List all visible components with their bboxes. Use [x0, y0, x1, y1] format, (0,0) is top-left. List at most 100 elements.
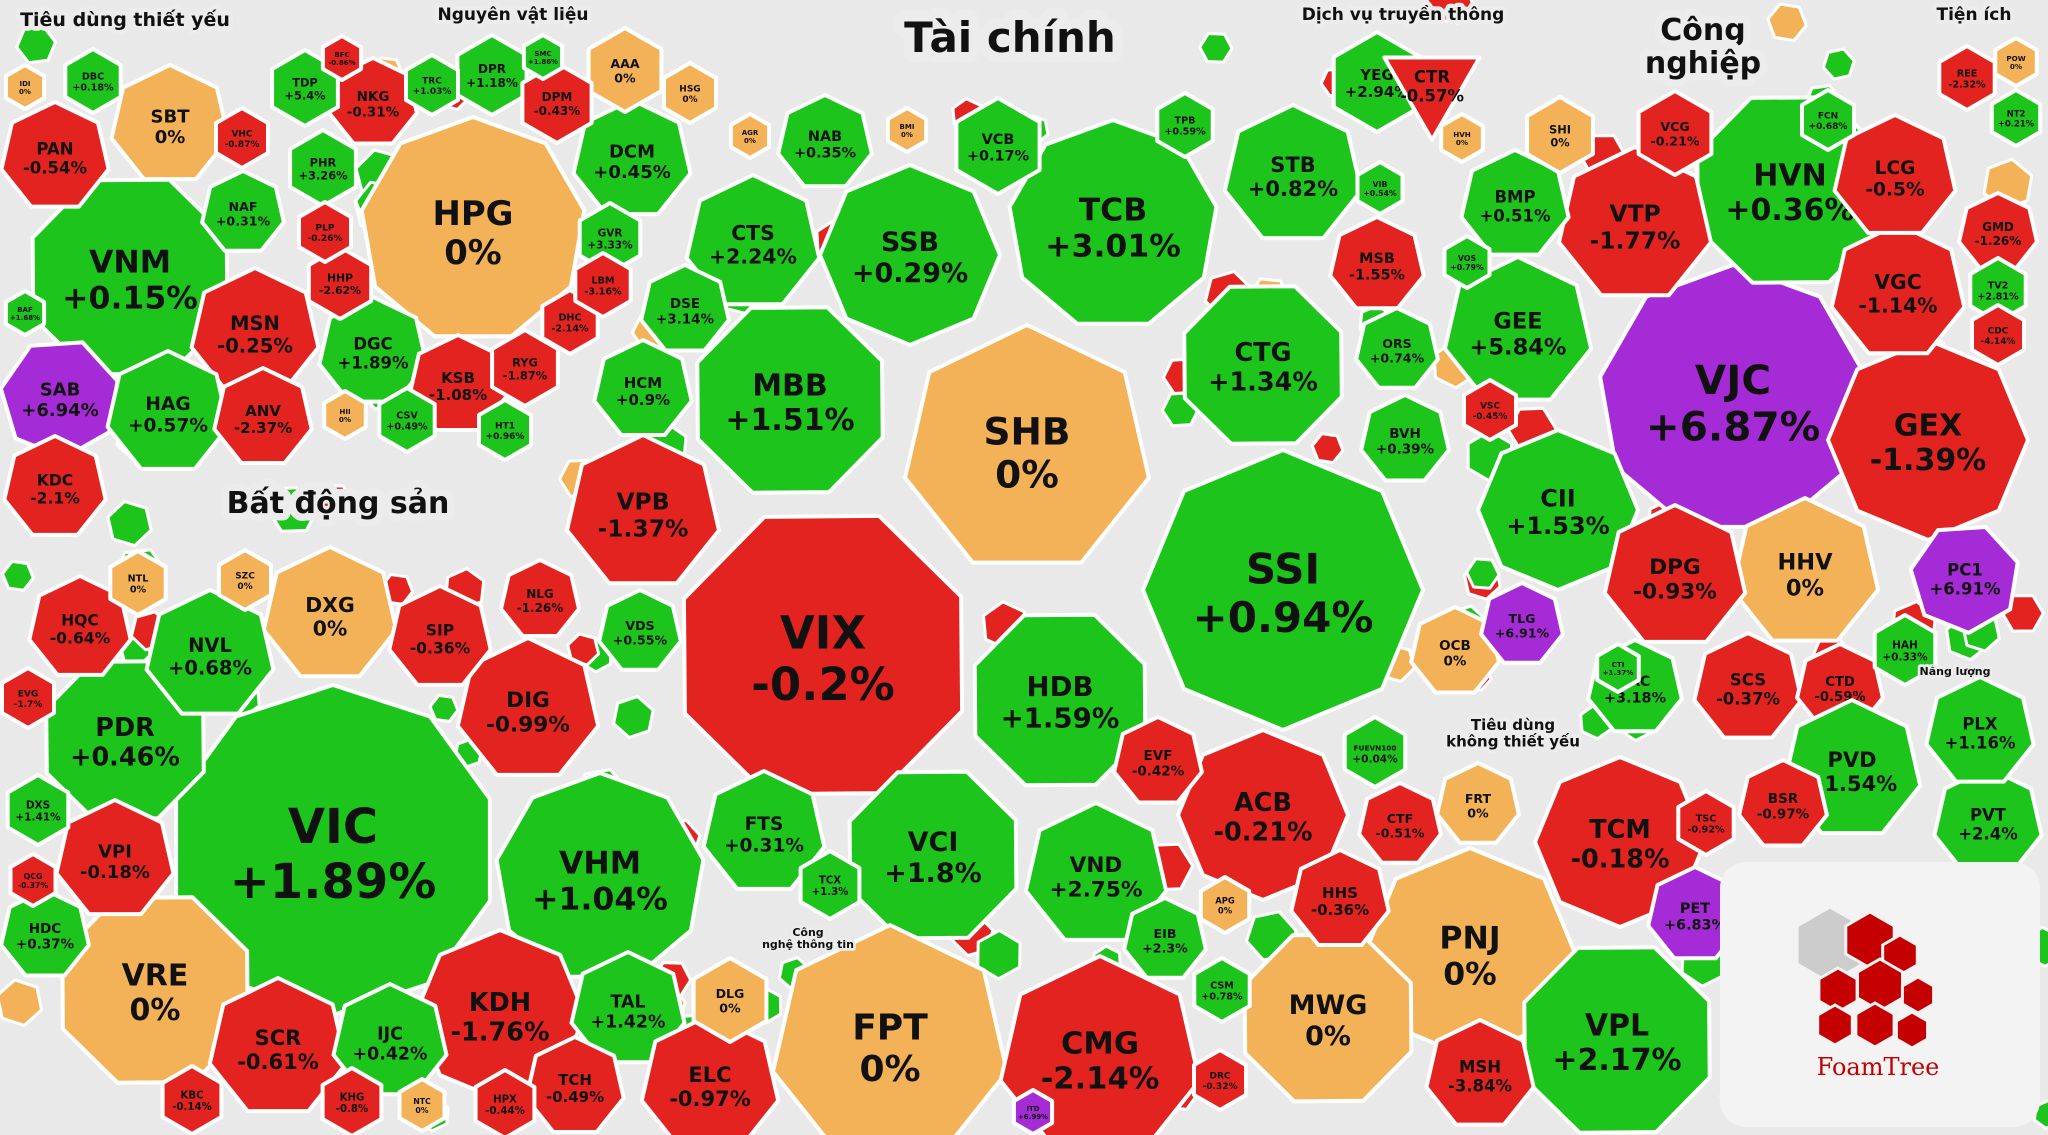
stock-cell-vcb[interactable]: VCB+0.17% — [954, 96, 1042, 196]
stock-cell-vib[interactable]: VIB+0.54% — [1355, 160, 1405, 216]
stock-cell-tcm[interactable]: TCM-0.18% — [1533, 755, 1707, 929]
stock-cell-elc[interactable]: ELC-0.97% — [639, 1013, 781, 1135]
stock-cell-ctr[interactable]: CTR-0.57% — [1382, 55, 1482, 142]
stock-cell-ctg[interactable]: CTG+1.34% — [1182, 284, 1344, 446]
stock-cell-vos[interactable]: VOS+0.79% — [1442, 234, 1492, 290]
stock-cell-vpi[interactable]: VPI-0.18% — [54, 798, 176, 917]
stock-cell-scr[interactable]: SCR-0.61% — [207, 976, 349, 1114]
stock-cell-vix[interactable]: VIX-0.2% — [681, 513, 965, 797]
stock-cell-ryg[interactable]: RYG-1.87% — [490, 328, 560, 408]
stock-cell-cti[interactable]: CTI+1.37% — [1595, 642, 1641, 694]
stock-cell-dxs[interactable]: DXS+1.41% — [5, 773, 71, 847]
stock-cell-sip[interactable]: SIP-0.36% — [387, 584, 493, 687]
stock-cell-tal[interactable]: TAL+1.42% — [569, 950, 687, 1065]
stock-cell-vgc[interactable]: VGC-1.14% — [1829, 222, 1967, 356]
stock-cell-trc[interactable]: TRC+1.03% — [404, 53, 460, 117]
stock-cell-eib[interactable]: EIB+2.3% — [1122, 896, 1208, 980]
stock-cell-hah[interactable]: HAH+0.33% — [1872, 613, 1938, 687]
stock-cell-plx[interactable]: PLX+1.16% — [1924, 675, 2036, 784]
stock-cell-msn[interactable]: MSN-0.25% — [189, 266, 321, 394]
stock-cell-vtp[interactable]: VTP-1.77% — [1557, 145, 1713, 298]
stock-cell-ssb[interactable]: SSB+0.29% — [818, 163, 1002, 347]
stock-cell-msb[interactable]: MSB-1.55% — [1328, 215, 1426, 311]
stock-cell-plp[interactable]: PLP-0.26% — [297, 200, 353, 264]
stock-cell-tlg[interactable]: TLG+6.91% — [1479, 581, 1565, 665]
stock-cell-pan[interactable]: PAN-0.54% — [0, 100, 111, 209]
stock-cell-pdr[interactable]: PDR+0.46% — [44, 659, 206, 821]
stock-cell-smc[interactable]: SMC+1.86% — [521, 33, 565, 81]
stock-cell-ree[interactable]: REE-2.32% — [1937, 44, 1997, 112]
stock-cell-hdc[interactable]: HDC+0.37% — [0, 888, 91, 978]
stock-cell-fuevn100[interactable]: FUEVN100 +0.04% — [1342, 715, 1408, 789]
stock-cell-ht1[interactable]: HT1+0.96% — [477, 398, 533, 462]
stock-cell-nlg[interactable]: NLG-1.26% — [499, 558, 581, 638]
stock-cell-acb[interactable]: ACB-0.21% — [1176, 728, 1350, 902]
stock-cell-tsc[interactable]: TSC-0.92% — [1676, 789, 1736, 857]
stock-cell-pc1[interactable]: PC1+6.91% — [1908, 525, 2020, 635]
stock-cell-nt2[interactable]: NT2+0.21% — [1989, 88, 2043, 148]
stock-cell-vds[interactable]: VDS+0.55% — [597, 588, 683, 672]
stock-cell-hdb[interactable]: HDB+1.59% — [972, 612, 1148, 788]
stock-cell-tpb[interactable]: TPB+0.59% — [1155, 91, 1215, 159]
stock-cell-lcg[interactable]: LCG-0.5% — [1832, 113, 1958, 235]
stock-cell-hhp[interactable]: HHP-2.62% — [306, 245, 374, 321]
stock-cell-bvh[interactable]: BVH+0.39% — [1359, 393, 1451, 483]
stock-cell-tv2[interactable]: TV2+2.81% — [1968, 256, 2028, 324]
stock-cell-vnd[interactable]: VND+2.75% — [1023, 801, 1169, 942]
stock-cell-vsc[interactable]: VSC-0.45% — [1462, 378, 1518, 442]
stock-cell-bfc[interactable]: BFC-0.86% — [320, 34, 364, 82]
stock-cell-stb[interactable]: STB+0.82% — [1222, 103, 1364, 241]
stock-cell-evf[interactable]: EVF-0.42% — [1112, 715, 1204, 805]
stock-cell-bsr[interactable]: BSR-0.97% — [1737, 758, 1829, 848]
stock-cell-vpb[interactable]: VPB-1.37% — [565, 433, 721, 586]
stock-cell-hag[interactable]: HAG+0.57% — [105, 349, 231, 471]
stock-cell-kbc[interactable]: KBC-0.14% — [160, 1064, 224, 1135]
stock-cell-gex[interactable]: GEX-1.39% — [1826, 338, 2030, 542]
stock-cell-nab[interactable]: NAB+0.35% — [776, 93, 874, 189]
stock-cell-msh[interactable]: MSH-3.84% — [1424, 1018, 1536, 1127]
stock-cell-khg[interactable]: KHG-0.8% — [320, 1066, 384, 1135]
stock-cell-lbm[interactable]: LBM-3.16% — [573, 251, 633, 319]
stock-cell-vci[interactable]: VCI+1.8% — [847, 769, 1019, 941]
stock-cell-hhs[interactable]: HHS-0.36% — [1289, 848, 1391, 947]
stock-cell-vpl[interactable]: VPL+2.17% — [1522, 945, 1712, 1135]
stock-cell-hpx[interactable]: HPX-0.44% — [473, 1068, 537, 1135]
stock-cell-tcb[interactable]: TCB+3.01% — [1007, 118, 1219, 326]
stock-cell-hqc[interactable]: HQC-0.64% — [27, 574, 133, 677]
stock-cell-fcn[interactable]: FCN+0.68% — [1800, 88, 1856, 152]
stock-cell-vjc[interactable]: VJC+6.87% — [1598, 263, 1868, 529]
stock-cell-tch[interactable]: TCH-0.49% — [524, 1035, 626, 1134]
stock-cell-mbb[interactable]: MBB+1.51% — [695, 305, 885, 495]
stock-cell-cmg[interactable]: CMG-2.14% — [998, 954, 1202, 1135]
stock-cell-hcm[interactable]: HCM+0.9% — [592, 338, 694, 437]
stock-cell-dbc[interactable]: DBC+0.18% — [63, 47, 123, 115]
stock-cell-dpg[interactable]: DPG-0.93% — [1602, 503, 1748, 644]
stock-cell-ssi[interactable]: SSI+0.94% — [1141, 448, 1425, 732]
stock-cell-cdc[interactable]: CDC-4.14% — [1970, 303, 2026, 367]
stock-cell-tcx[interactable]: TCX+1.3% — [798, 849, 862, 921]
stock-cell-dpm[interactable]: DPM-0.43% — [520, 61, 594, 145]
stock-cell-qcg[interactable]: QCG-0.37% — [8, 852, 58, 908]
stock-cell-dgc[interactable]: DGC+1.89% — [317, 295, 429, 404]
stock-cell-scs[interactable]: SCS-0.37% — [1692, 631, 1804, 740]
stock-cell-csv[interactable]: CSV+0.49% — [377, 386, 437, 454]
